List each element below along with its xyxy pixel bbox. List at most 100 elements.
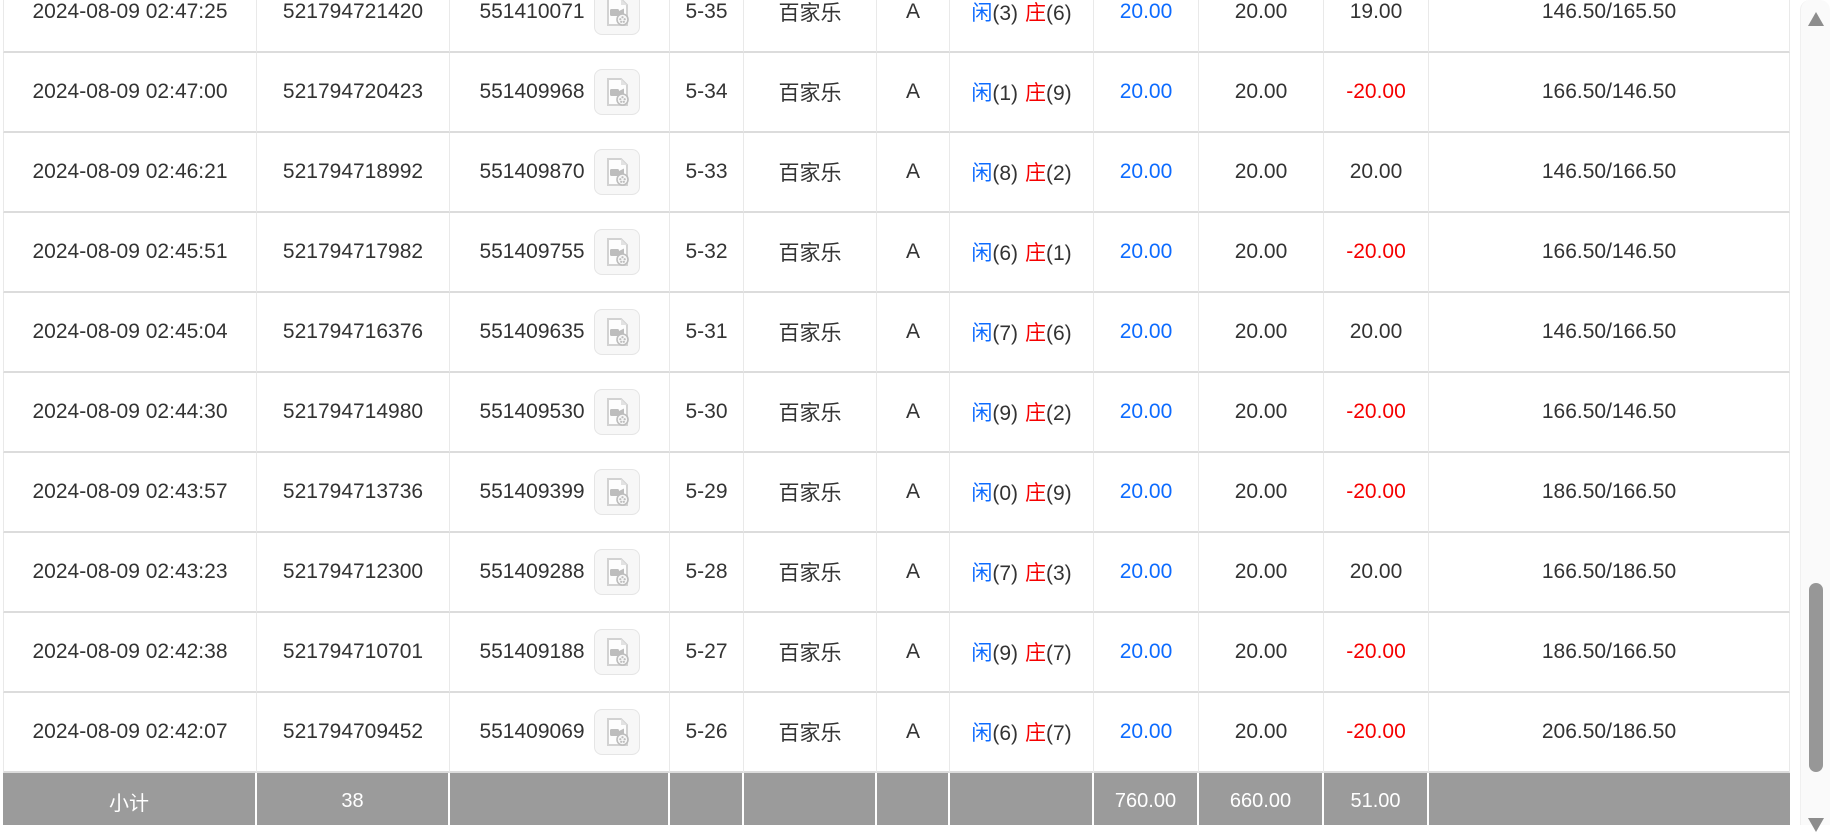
cell-result: 闲(9) 庄(7) [950,613,1094,693]
summary-count: 38 [257,773,450,825]
video-file-icon [606,638,629,666]
cell-game-id: 551409188 [450,613,670,693]
video-replay-button[interactable] [593,709,640,755]
cell-result: 闲(0) 庄(9) [950,453,1094,533]
cell-game-type: 百家乐 [744,693,877,773]
cell-game-type: 百家乐 [744,293,877,373]
cell-win-loss: -20.00 [1324,453,1429,533]
vertical-scrollbar[interactable] [1800,0,1830,832]
cell-bet-time: 2024-08-09 02:43:23 [3,533,257,613]
cell-bet-amount: 20.00 [1094,213,1199,293]
cell-table-code: A [877,613,950,693]
cell-game-type: 百家乐 [744,533,877,613]
cell-balance: 146.50/166.50 [1429,293,1790,373]
cell-round: 5-35 [670,0,744,53]
video-replay-button[interactable] [593,229,640,275]
banker-points: (9) [1046,82,1072,105]
betting-records-table: 2024-08-09 02:47:25 521794721420 5514100… [3,0,1790,825]
banker-label: 庄 [1025,162,1046,185]
banker-points: (3) [1046,562,1072,585]
cell-game-type: 百家乐 [744,53,877,133]
table-row: 2024-08-09 02:45:04 521794716376 5514096… [3,293,1790,373]
player-label: 闲 [971,242,993,265]
scroll-down-arrow-icon[interactable] [1808,818,1824,832]
video-replay-button[interactable] [593,389,640,435]
cell-bet-time: 2024-08-09 02:45:51 [3,213,257,293]
player-points: (0) [992,482,1018,505]
cell-bet-time: 2024-08-09 02:44:30 [3,373,257,453]
banker-points: (9) [1046,482,1072,505]
summary-empty-cell [950,773,1094,825]
cell-game-type: 百家乐 [744,613,877,693]
video-replay-button[interactable] [593,469,640,515]
cell-win-loss: -20.00 [1324,693,1429,773]
table-row: 2024-08-09 02:47:25 521794721420 5514100… [3,0,1790,53]
cell-balance: 186.50/166.50 [1429,453,1790,533]
cell-bet-amount: 20.00 [1094,293,1199,373]
cell-game-id: 551409870 [450,133,670,213]
banker-points: (1) [1046,242,1072,265]
cell-round: 5-32 [670,213,744,293]
cell-win-loss: 20.00 [1324,293,1429,373]
cell-bet-time: 2024-08-09 02:46:21 [3,133,257,213]
banker-points: (7) [1046,642,1072,665]
cell-balance: 166.50/146.50 [1429,53,1790,133]
video-replay-button[interactable] [593,549,640,595]
video-replay-button[interactable] [593,69,640,115]
cell-game-id: 551409069 [450,693,670,773]
cell-round: 5-30 [670,373,744,453]
scrollbar-thumb[interactable] [1809,583,1823,772]
cell-game-id: 551409399 [450,453,670,533]
video-replay-button[interactable] [593,149,640,195]
cell-bet-id: 521794712300 [257,533,450,613]
table-row: 2024-08-09 02:42:07 521794709452 5514090… [3,693,1790,773]
player-points: (7) [992,322,1018,345]
cell-bet-id: 521794713736 [257,453,450,533]
table-row: 2024-08-09 02:46:21 521794718992 5514098… [3,133,1790,213]
player-points: (8) [992,162,1018,185]
cell-result: 闲(9) 庄(2) [950,373,1094,453]
cell-valid-amount: 20.00 [1199,613,1324,693]
player-points: (6) [992,722,1018,745]
cell-bet-amount: 20.00 [1094,533,1199,613]
cell-bet-time: 2024-08-09 02:43:57 [3,453,257,533]
table-row: 2024-08-09 02:43:23 521794712300 5514092… [3,533,1790,613]
cell-table-code: A [877,53,950,133]
summary-valid-total: 660.00 [1199,773,1324,825]
cell-round: 5-26 [670,693,744,773]
cell-result: 闲(6) 庄(1) [950,213,1094,293]
table-row: 2024-08-09 02:42:38 521794710701 5514091… [3,613,1790,693]
video-replay-button[interactable] [593,309,640,355]
banker-label: 庄 [1025,482,1046,505]
cell-round: 5-34 [670,53,744,133]
video-replay-button[interactable] [593,629,640,675]
cell-bet-time: 2024-08-09 02:47:00 [3,53,257,133]
cell-valid-amount: 20.00 [1199,693,1324,773]
banker-label: 庄 [1025,242,1046,265]
cell-bet-amount: 20.00 [1094,453,1199,533]
cell-win-loss: 19.00 [1324,0,1429,53]
cell-balance: 186.50/166.50 [1429,613,1790,693]
scroll-up-arrow-icon[interactable] [1808,12,1824,26]
cell-game-id: 551409968 [450,53,670,133]
summary-win-total: 51.00 [1324,773,1429,825]
player-points: (1) [992,82,1018,105]
video-replay-button[interactable] [593,0,640,35]
cell-game-id: 551409635 [450,293,670,373]
player-label: 闲 [971,2,993,25]
cell-game-id: 551409288 [450,533,670,613]
video-file-icon [606,558,629,586]
cell-game-id: 551409755 [450,213,670,293]
summary-label: 小计 [3,773,257,825]
cell-result: 闲(8) 庄(2) [950,133,1094,213]
cell-bet-amount: 20.00 [1094,693,1199,773]
player-points: (9) [992,402,1018,425]
cell-bet-id: 521794721420 [257,0,450,53]
video-file-icon [606,718,629,746]
cell-balance: 206.50/186.50 [1429,693,1790,773]
cell-result: 闲(6) 庄(7) [950,693,1094,773]
cell-table-code: A [877,533,950,613]
player-points: (7) [992,562,1018,585]
cell-bet-id: 521794710701 [257,613,450,693]
video-file-icon [606,478,629,506]
